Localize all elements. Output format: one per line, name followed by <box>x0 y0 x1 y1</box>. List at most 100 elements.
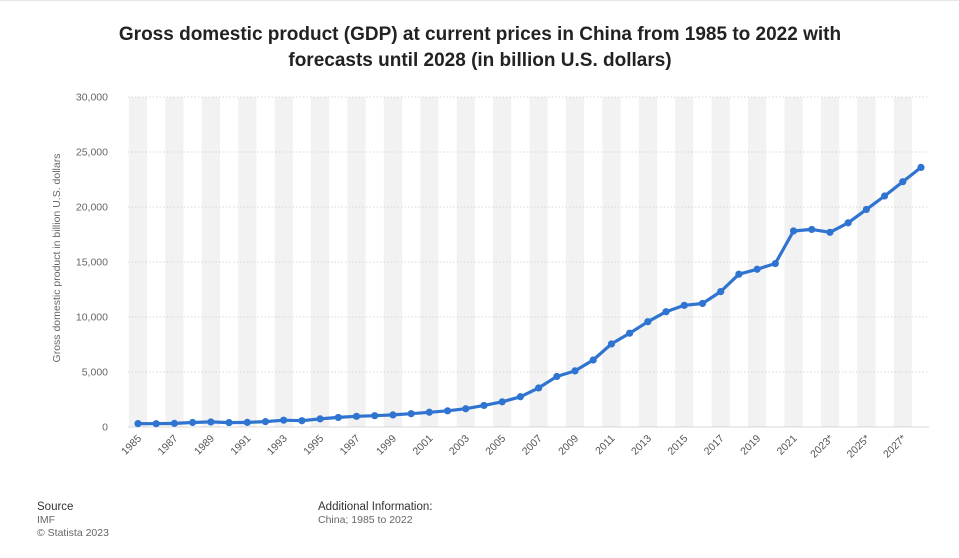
x-tick-label: 1997 <box>338 433 363 458</box>
x-tick-label: 1987 <box>156 433 181 458</box>
x-tick-label: 1999 <box>374 433 399 458</box>
band <box>383 97 403 427</box>
data-point <box>717 287 725 296</box>
copyright: © Statista 2023 <box>37 527 109 539</box>
data-point <box>225 419 233 427</box>
gridlines <box>128 96 929 428</box>
y-tick-label: 10,000 <box>76 312 108 324</box>
y-tick-label: 0 <box>102 422 108 434</box>
x-tick-label: 2009 <box>556 433 581 458</box>
data-point <box>626 329 634 337</box>
data-point <box>880 192 889 200</box>
band <box>675 97 694 427</box>
band <box>638 97 657 427</box>
x-tick-label: 2027* <box>881 433 909 461</box>
band <box>820 97 840 427</box>
source-block: Source IMF © Statista 2023 <box>37 501 109 540</box>
band <box>565 97 585 427</box>
x-tick-label: 2001 <box>410 433 435 458</box>
data-point <box>207 418 215 426</box>
y-tick-label: 30,000 <box>76 92 108 104</box>
x-tick-label: 2005 <box>483 433 508 458</box>
data-point <box>189 418 197 427</box>
x-tick-label: 2015 <box>665 433 690 458</box>
x-tick-label: 2023* <box>808 433 836 461</box>
data-point <box>789 227 798 235</box>
data-point <box>899 178 907 186</box>
data-point <box>662 308 670 316</box>
band <box>857 97 876 427</box>
x-tick-label: 1985 <box>119 433 144 458</box>
x-tick-label: 1995 <box>301 433 326 458</box>
data-point <box>371 412 379 420</box>
additional-info-heading: Additional Information: <box>318 501 433 513</box>
data-point <box>407 410 415 418</box>
x-tick-label: 2011 <box>593 433 618 458</box>
data-point <box>316 415 324 423</box>
band <box>310 97 330 427</box>
band <box>493 97 512 427</box>
chart-title-line-1: Gross domestic product (GDP) at current … <box>118 24 842 45</box>
x-tick-label: 1991 <box>228 433 253 458</box>
data-point <box>280 416 288 424</box>
y-tick-label: 20,000 <box>76 202 108 214</box>
series-gdp <box>134 163 925 428</box>
data-point <box>535 384 543 392</box>
data-point <box>844 219 852 227</box>
data-point <box>425 408 433 416</box>
data-point <box>753 265 761 273</box>
data-point <box>443 407 452 415</box>
band <box>748 97 767 427</box>
additional-info-block: Additional Information: China; 1985 to 2… <box>318 501 432 527</box>
data-point <box>298 417 306 425</box>
x-tick-label: 2003 <box>447 433 472 458</box>
data-point <box>334 413 342 422</box>
y-axis-ticks: 0 5,000 10,000 15,000 20,000 25,000 30,000 <box>76 92 108 434</box>
data-point <box>170 419 179 427</box>
data-point <box>516 393 524 401</box>
y-tick-label: 5,000 <box>82 367 108 379</box>
source-heading: Source <box>37 501 74 513</box>
y-axis-label: Gross domestic product in billion U.S. d… <box>51 153 63 363</box>
source-name: IMF <box>37 514 56 526</box>
data-point <box>808 225 816 234</box>
data-point <box>352 412 361 420</box>
data-point <box>644 318 652 326</box>
x-tick-label: 2021 <box>775 433 800 458</box>
data-point <box>917 163 925 171</box>
data-point <box>735 270 743 278</box>
chart-title-line-2: forecasts until 2028 (in billion U.S. do… <box>288 50 672 71</box>
data-point <box>498 398 506 406</box>
data-point <box>571 367 579 375</box>
x-tick-label: 2013 <box>629 433 654 458</box>
band <box>128 97 148 427</box>
band <box>274 97 293 427</box>
data-point <box>243 418 251 426</box>
data-point <box>134 419 142 428</box>
data-point <box>826 228 834 236</box>
data-point <box>553 372 561 381</box>
data-point <box>698 299 707 308</box>
data-point <box>462 405 470 413</box>
band <box>201 97 220 427</box>
y-tick-label: 25,000 <box>76 147 108 159</box>
x-tick-label: 2019 <box>738 433 763 458</box>
data-point <box>862 205 870 214</box>
x-tick-label: 1993 <box>265 433 290 458</box>
data-point <box>607 340 616 348</box>
x-tick-label: 2025* <box>845 433 873 461</box>
x-tick-label: 1989 <box>192 433 217 458</box>
x-tick-label: 2007 <box>520 433 545 458</box>
x-axis-ticks: 1985 1987 1989 1991 1993 1995 1997 1999 2001 2003… <box>119 433 909 461</box>
data-point <box>771 259 779 268</box>
y-tick-label: 15,000 <box>76 257 108 269</box>
chart-title: Gross domestic product (GDP) at current … <box>40 22 920 74</box>
data-point <box>680 301 688 309</box>
data-point <box>261 418 270 426</box>
additional-info-text: China; 1985 to 2022 <box>318 514 413 526</box>
data-point <box>480 401 488 410</box>
data-point <box>389 411 397 419</box>
x-tick-label: 2017 <box>702 433 727 458</box>
